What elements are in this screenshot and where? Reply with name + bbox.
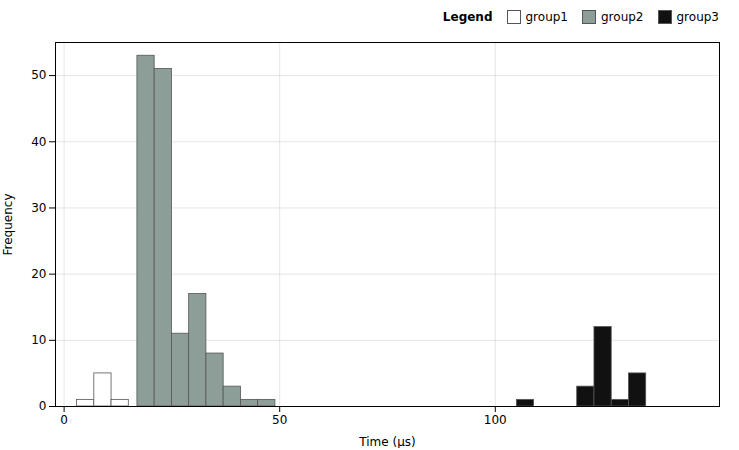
svg-text:50: 50 bbox=[272, 413, 287, 427]
html-text:Legend: Legend bbox=[442, 10, 493, 24]
html-text:group1: group1 bbox=[525, 10, 568, 24]
svg-text:Frequency: Frequency bbox=[1, 194, 15, 256]
html-text:group2: group2 bbox=[601, 10, 644, 24]
svg-text:30: 30 bbox=[31, 201, 46, 215]
svg-text:20: 20 bbox=[31, 267, 46, 281]
svg-text:Time (μs): Time (μs) bbox=[358, 435, 415, 449]
svg-text:50: 50 bbox=[31, 68, 46, 82]
svg-text:40: 40 bbox=[31, 135, 46, 149]
svg-text:100: 100 bbox=[484, 413, 507, 427]
svg-text:10: 10 bbox=[31, 333, 46, 347]
html-text:group3: group3 bbox=[676, 10, 719, 24]
svg-text:0: 0 bbox=[39, 399, 47, 413]
svg-text:0: 0 bbox=[60, 413, 68, 427]
